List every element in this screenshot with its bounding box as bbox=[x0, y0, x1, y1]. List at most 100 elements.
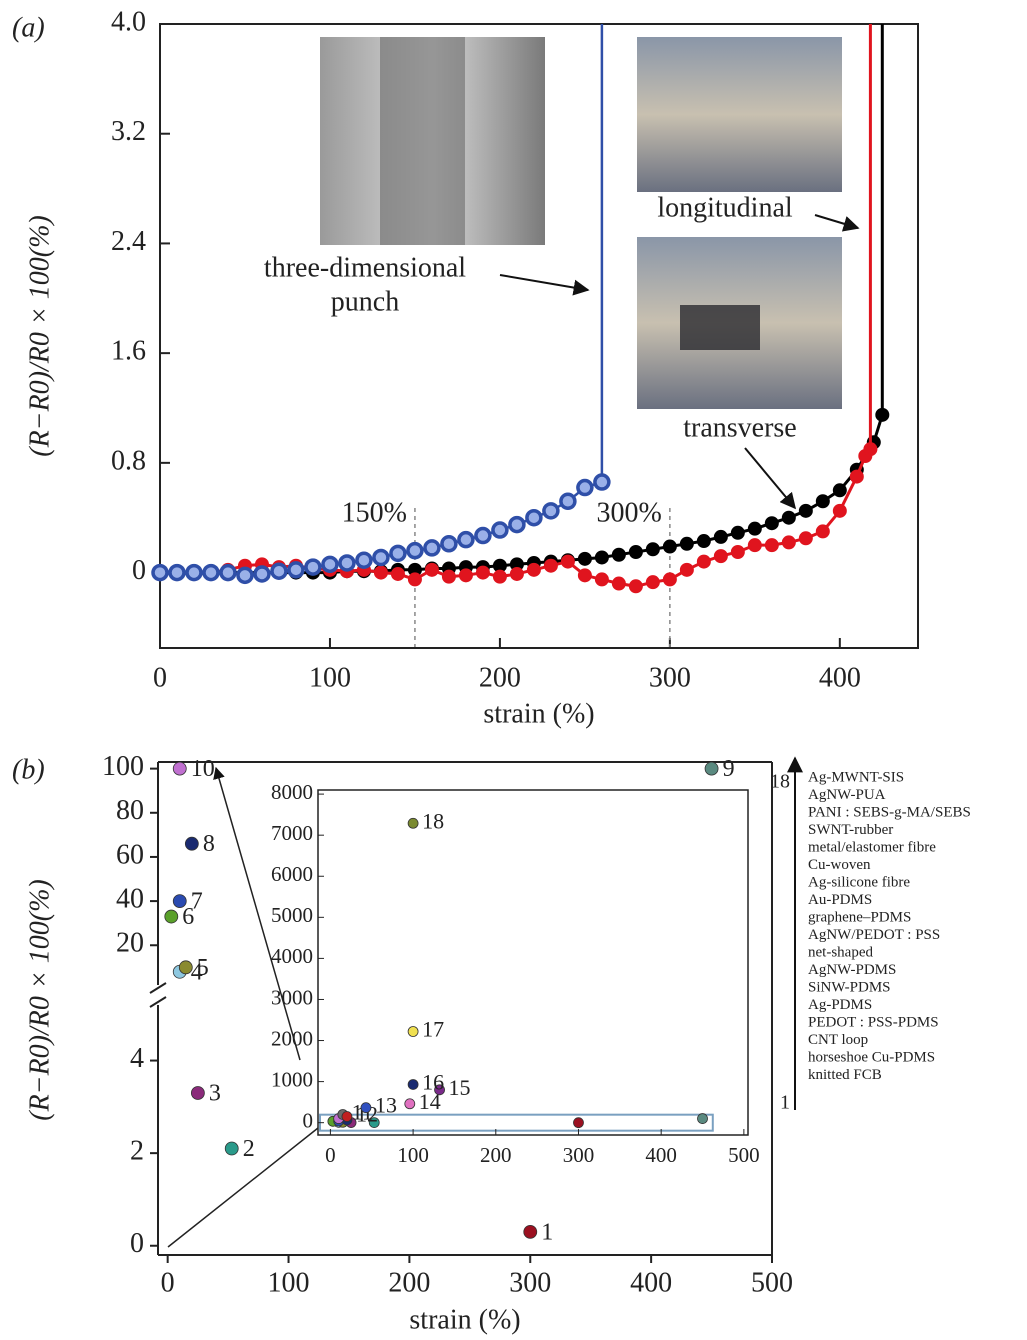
photo-detail bbox=[380, 37, 465, 245]
data-point bbox=[579, 569, 591, 581]
data-point bbox=[342, 1112, 352, 1122]
x-tick-label: 100 bbox=[309, 662, 351, 693]
y-axis-label: (R−R0)/R0 × 100(%) bbox=[24, 879, 55, 1121]
annotation: three-dimensional bbox=[264, 252, 466, 283]
data-point bbox=[289, 563, 303, 577]
y-axis-label: (R−R0)/R0 × 100(%) bbox=[24, 215, 55, 457]
annotation: longitudinal bbox=[657, 192, 793, 223]
data-point bbox=[173, 762, 186, 775]
point-label: 9 bbox=[723, 756, 735, 782]
annotation: transverse bbox=[683, 412, 797, 443]
point-label: 18 bbox=[422, 808, 444, 833]
data-point bbox=[493, 523, 507, 537]
data-point bbox=[732, 527, 744, 539]
y-tick-label: 40 bbox=[116, 884, 144, 915]
x-tick-label: 400 bbox=[630, 1267, 672, 1298]
data-point bbox=[510, 518, 524, 532]
photo-longitudinal bbox=[637, 37, 842, 192]
figure: three-dimensional punch longitudinal tra… bbox=[0, 0, 1027, 1340]
x-tick-label: 300 bbox=[509, 1267, 551, 1298]
data-point bbox=[800, 532, 812, 544]
data-point bbox=[698, 535, 710, 547]
data-point bbox=[153, 566, 167, 580]
y-tick-label: 0 bbox=[303, 1108, 314, 1132]
data-point bbox=[545, 560, 557, 572]
data-point bbox=[306, 560, 320, 574]
data-point bbox=[664, 573, 676, 585]
x-tick-label: 500 bbox=[728, 1143, 760, 1167]
y-tick-label: 5000 bbox=[271, 903, 313, 927]
data-point bbox=[705, 762, 718, 775]
legend-entry: Ag-MWNT-SIS bbox=[808, 769, 904, 785]
x-tick-label: 200 bbox=[480, 1143, 512, 1167]
data-point bbox=[630, 580, 642, 592]
data-point bbox=[361, 1103, 371, 1113]
data-point bbox=[225, 1142, 238, 1155]
data-point bbox=[459, 533, 473, 547]
x-tick-label: 0 bbox=[325, 1143, 336, 1167]
legend-entry: SWNT-rubber bbox=[808, 822, 893, 838]
x-tick-label: 0 bbox=[153, 662, 167, 693]
data-point bbox=[800, 505, 812, 517]
data-point bbox=[408, 1027, 418, 1037]
panel-label: (a) bbox=[12, 12, 45, 43]
x-tick-label: 300 bbox=[649, 662, 691, 693]
data-point bbox=[408, 1079, 418, 1089]
legend-entry: SiNW-PDMS bbox=[808, 979, 891, 995]
data-point bbox=[817, 495, 829, 507]
point-label: 10 bbox=[191, 756, 215, 782]
point-label: 2 bbox=[243, 1136, 255, 1162]
y-tick-label: 1000 bbox=[271, 1067, 313, 1091]
panel-label: (b) bbox=[12, 754, 45, 785]
data-point bbox=[443, 571, 455, 583]
x-tick-label: 200 bbox=[479, 662, 521, 693]
point-label: 15 bbox=[449, 1075, 471, 1100]
point-label: 16 bbox=[422, 1070, 444, 1095]
data-point bbox=[783, 512, 795, 524]
data-point bbox=[408, 544, 422, 558]
data-point bbox=[647, 576, 659, 588]
data-point bbox=[834, 484, 846, 496]
photo-detail bbox=[680, 305, 760, 350]
data-point bbox=[442, 537, 456, 551]
data-point bbox=[681, 538, 693, 550]
legend-entry: PANI : SEBS-g-MA/SEBS bbox=[808, 804, 971, 820]
arrow bbox=[815, 215, 858, 228]
data-point bbox=[613, 549, 625, 561]
data-point bbox=[238, 568, 252, 582]
data-point bbox=[573, 1118, 583, 1128]
data-point bbox=[527, 511, 541, 525]
reference-label: 300% bbox=[597, 497, 662, 528]
data-point bbox=[817, 525, 829, 537]
data-point bbox=[408, 818, 418, 828]
data-point bbox=[524, 1225, 537, 1238]
data-point bbox=[173, 895, 186, 908]
data-point bbox=[179, 961, 192, 974]
data-point bbox=[664, 541, 676, 553]
data-point bbox=[681, 564, 693, 576]
data-point bbox=[409, 573, 421, 585]
data-point bbox=[357, 553, 371, 567]
x-tick-label: 0 bbox=[161, 1267, 175, 1298]
data-point bbox=[221, 566, 235, 580]
data-point bbox=[783, 536, 795, 548]
arrow bbox=[745, 448, 795, 508]
legend-entry: Ag-silicone fibre bbox=[808, 874, 910, 890]
point-label: 8 bbox=[203, 831, 215, 857]
x-tick-label: 200 bbox=[388, 1267, 430, 1298]
axis-break bbox=[150, 983, 166, 1007]
arrow bbox=[500, 275, 588, 290]
data-point bbox=[391, 546, 405, 560]
data-point bbox=[851, 471, 863, 483]
legend-entry: AgNW/PEDOT : PSS bbox=[808, 927, 940, 943]
legend-entry: PEDOT : PSS-PDMS bbox=[808, 1014, 939, 1030]
data-point bbox=[834, 505, 846, 517]
data-point bbox=[578, 481, 592, 495]
legend-entry: AgNW-PDMS bbox=[808, 962, 896, 978]
data-point bbox=[323, 557, 337, 571]
data-point bbox=[749, 539, 761, 551]
data-point bbox=[340, 556, 354, 570]
data-point bbox=[528, 564, 540, 576]
data-point bbox=[630, 546, 642, 558]
y-tick-label: 0 bbox=[132, 555, 146, 586]
